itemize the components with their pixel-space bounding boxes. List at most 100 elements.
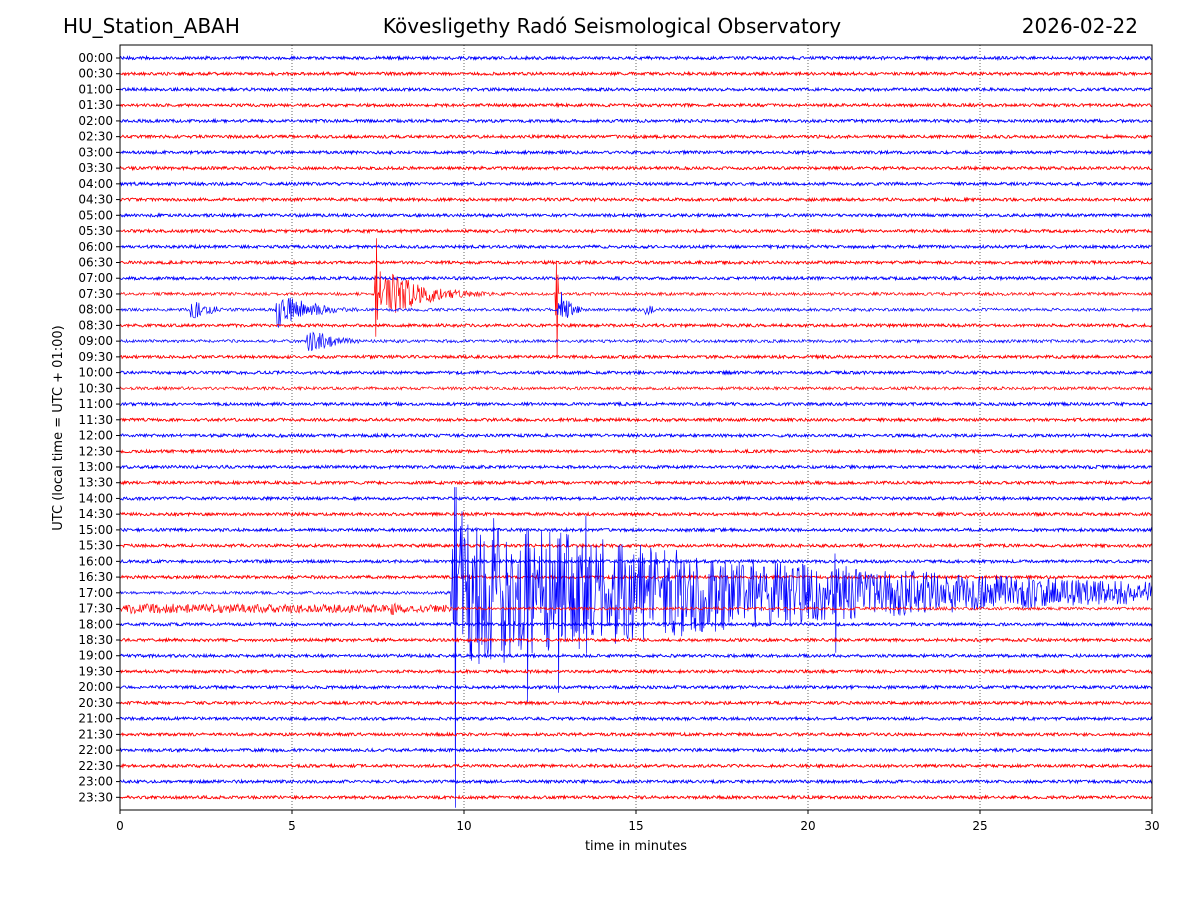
x-axis: 0 5 10 15 20 25 30 <box>116 810 1160 833</box>
trace-0400 <box>120 180 1152 187</box>
trace-0230 <box>120 133 1152 140</box>
x-tick-label: 25 <box>972 819 987 833</box>
y-tick-label: 15:30 <box>78 539 113 553</box>
y-tick-label: 20:00 <box>78 680 113 694</box>
trace-1330 <box>120 479 1152 486</box>
trace-0000 <box>120 54 1152 62</box>
grid-lines <box>291 45 981 810</box>
trace-1830 <box>120 636 1152 644</box>
trace-1600 <box>120 558 1152 565</box>
y-tick-label: 14:30 <box>78 507 113 521</box>
trace-2100 <box>120 715 1152 722</box>
trace-0500 <box>120 212 1152 219</box>
trace-1100 <box>120 400 1152 408</box>
trace-2030 <box>120 699 1152 707</box>
x-tick-label: 30 <box>1144 819 1159 833</box>
trace-2130 <box>120 731 1152 738</box>
y-tick-label: 10:30 <box>78 381 113 395</box>
trace-1300 <box>120 463 1152 471</box>
y-tick-label: 22:30 <box>78 759 113 773</box>
trace-1700 <box>120 487 1152 808</box>
trace-1400 <box>120 495 1152 502</box>
trace-0100 <box>120 86 1152 93</box>
trace-0830 <box>120 322 1152 329</box>
x-tick-label: 5 <box>288 819 296 833</box>
y-tick-label: 15:00 <box>78 523 113 537</box>
station-name: HU_Station_ABAH <box>63 14 240 38</box>
trace-0430 <box>120 196 1152 203</box>
y-tick-label: 04:30 <box>78 193 113 207</box>
trace-1930 <box>120 668 1152 675</box>
x-tick-label: 10 <box>456 819 471 833</box>
y-tick-label: 17:00 <box>78 586 113 600</box>
trace-1500 <box>120 526 1152 533</box>
y-tick-label: 16:30 <box>78 570 113 584</box>
y-tick-label: 20:30 <box>78 696 113 710</box>
y-tick-label: 23:30 <box>78 790 113 804</box>
trace-0600 <box>120 243 1152 250</box>
y-tick-label: 21:30 <box>78 727 113 741</box>
x-tick-label: 0 <box>116 819 124 833</box>
y-tick-label: 21:00 <box>78 712 113 726</box>
trace-1430 <box>120 510 1152 518</box>
trace-layer <box>120 54 1152 808</box>
y-tick-label: 00:30 <box>78 67 113 81</box>
trace-1900 <box>120 652 1152 659</box>
y-tick-label: 22:00 <box>78 743 113 757</box>
y-tick-label: 13:00 <box>78 460 113 474</box>
y-tick-label: 12:00 <box>78 429 113 443</box>
y-tick-label: 01:00 <box>78 82 113 96</box>
y-tick-label: 19:00 <box>78 649 113 663</box>
trace-2300 <box>120 778 1152 785</box>
y-tick-label: 07:00 <box>78 271 113 285</box>
chart-title: Kövesligethy Radó Seismological Observat… <box>382 14 842 38</box>
trace-1230 <box>120 448 1152 455</box>
trace-0930 <box>120 353 1152 361</box>
y-tick-label: 12:30 <box>78 444 113 458</box>
trace-1030 <box>120 385 1152 392</box>
trace-0530 <box>120 227 1152 235</box>
trace-2230 <box>120 762 1152 769</box>
trace-1000 <box>120 369 1152 376</box>
trace-2200 <box>120 747 1152 754</box>
y-axis-label: UTC (local time = UTC + 01:00) <box>51 325 66 530</box>
y-tick-label: 01:30 <box>78 98 113 112</box>
y-tick-label: 06:30 <box>78 255 113 269</box>
x-axis-label: time in minutes <box>585 839 687 854</box>
y-tick-label: 06:00 <box>78 240 113 254</box>
y-tick-label: 08:00 <box>78 303 113 317</box>
y-tick-label: 14:00 <box>78 491 113 505</box>
y-tick-label: 11:00 <box>78 397 113 411</box>
trace-0130 <box>120 102 1152 109</box>
y-tick-label: 11:30 <box>78 413 113 427</box>
trace-2000 <box>120 684 1152 691</box>
y-tick-label: 02:30 <box>78 130 113 144</box>
y-tick-label: 10:00 <box>78 366 113 380</box>
trace-0330 <box>120 165 1152 172</box>
y-tick-label: 02:00 <box>78 114 113 128</box>
y-tick-label: 23:00 <box>78 775 113 789</box>
y-tick-label: 05:00 <box>78 208 113 222</box>
trace-0300 <box>120 149 1152 156</box>
x-tick-label: 20 <box>800 819 815 833</box>
y-tick-label: 03:00 <box>78 145 113 159</box>
y-tick-label: 13:30 <box>78 476 113 490</box>
trace-0900 <box>120 331 1152 352</box>
y-tick-label: 03:30 <box>78 161 113 175</box>
y-tick-label: 17:30 <box>78 602 113 616</box>
trace-1130 <box>120 416 1152 423</box>
y-tick-label: 09:30 <box>78 350 113 364</box>
trace-1730 <box>120 602 1152 616</box>
y-tick-label: 16:00 <box>78 554 113 568</box>
y-tick-label: 00:00 <box>78 51 113 65</box>
chart-date: 2026-02-22 <box>1021 14 1138 38</box>
y-tick-label: 07:30 <box>78 287 113 301</box>
trace-0630 <box>120 259 1152 266</box>
y-tick-label: 09:00 <box>78 334 113 348</box>
trace-0730 <box>120 238 1152 359</box>
trace-1530 <box>120 542 1152 549</box>
y-tick-label: 08:30 <box>78 318 113 332</box>
y-tick-label: 18:30 <box>78 633 113 647</box>
